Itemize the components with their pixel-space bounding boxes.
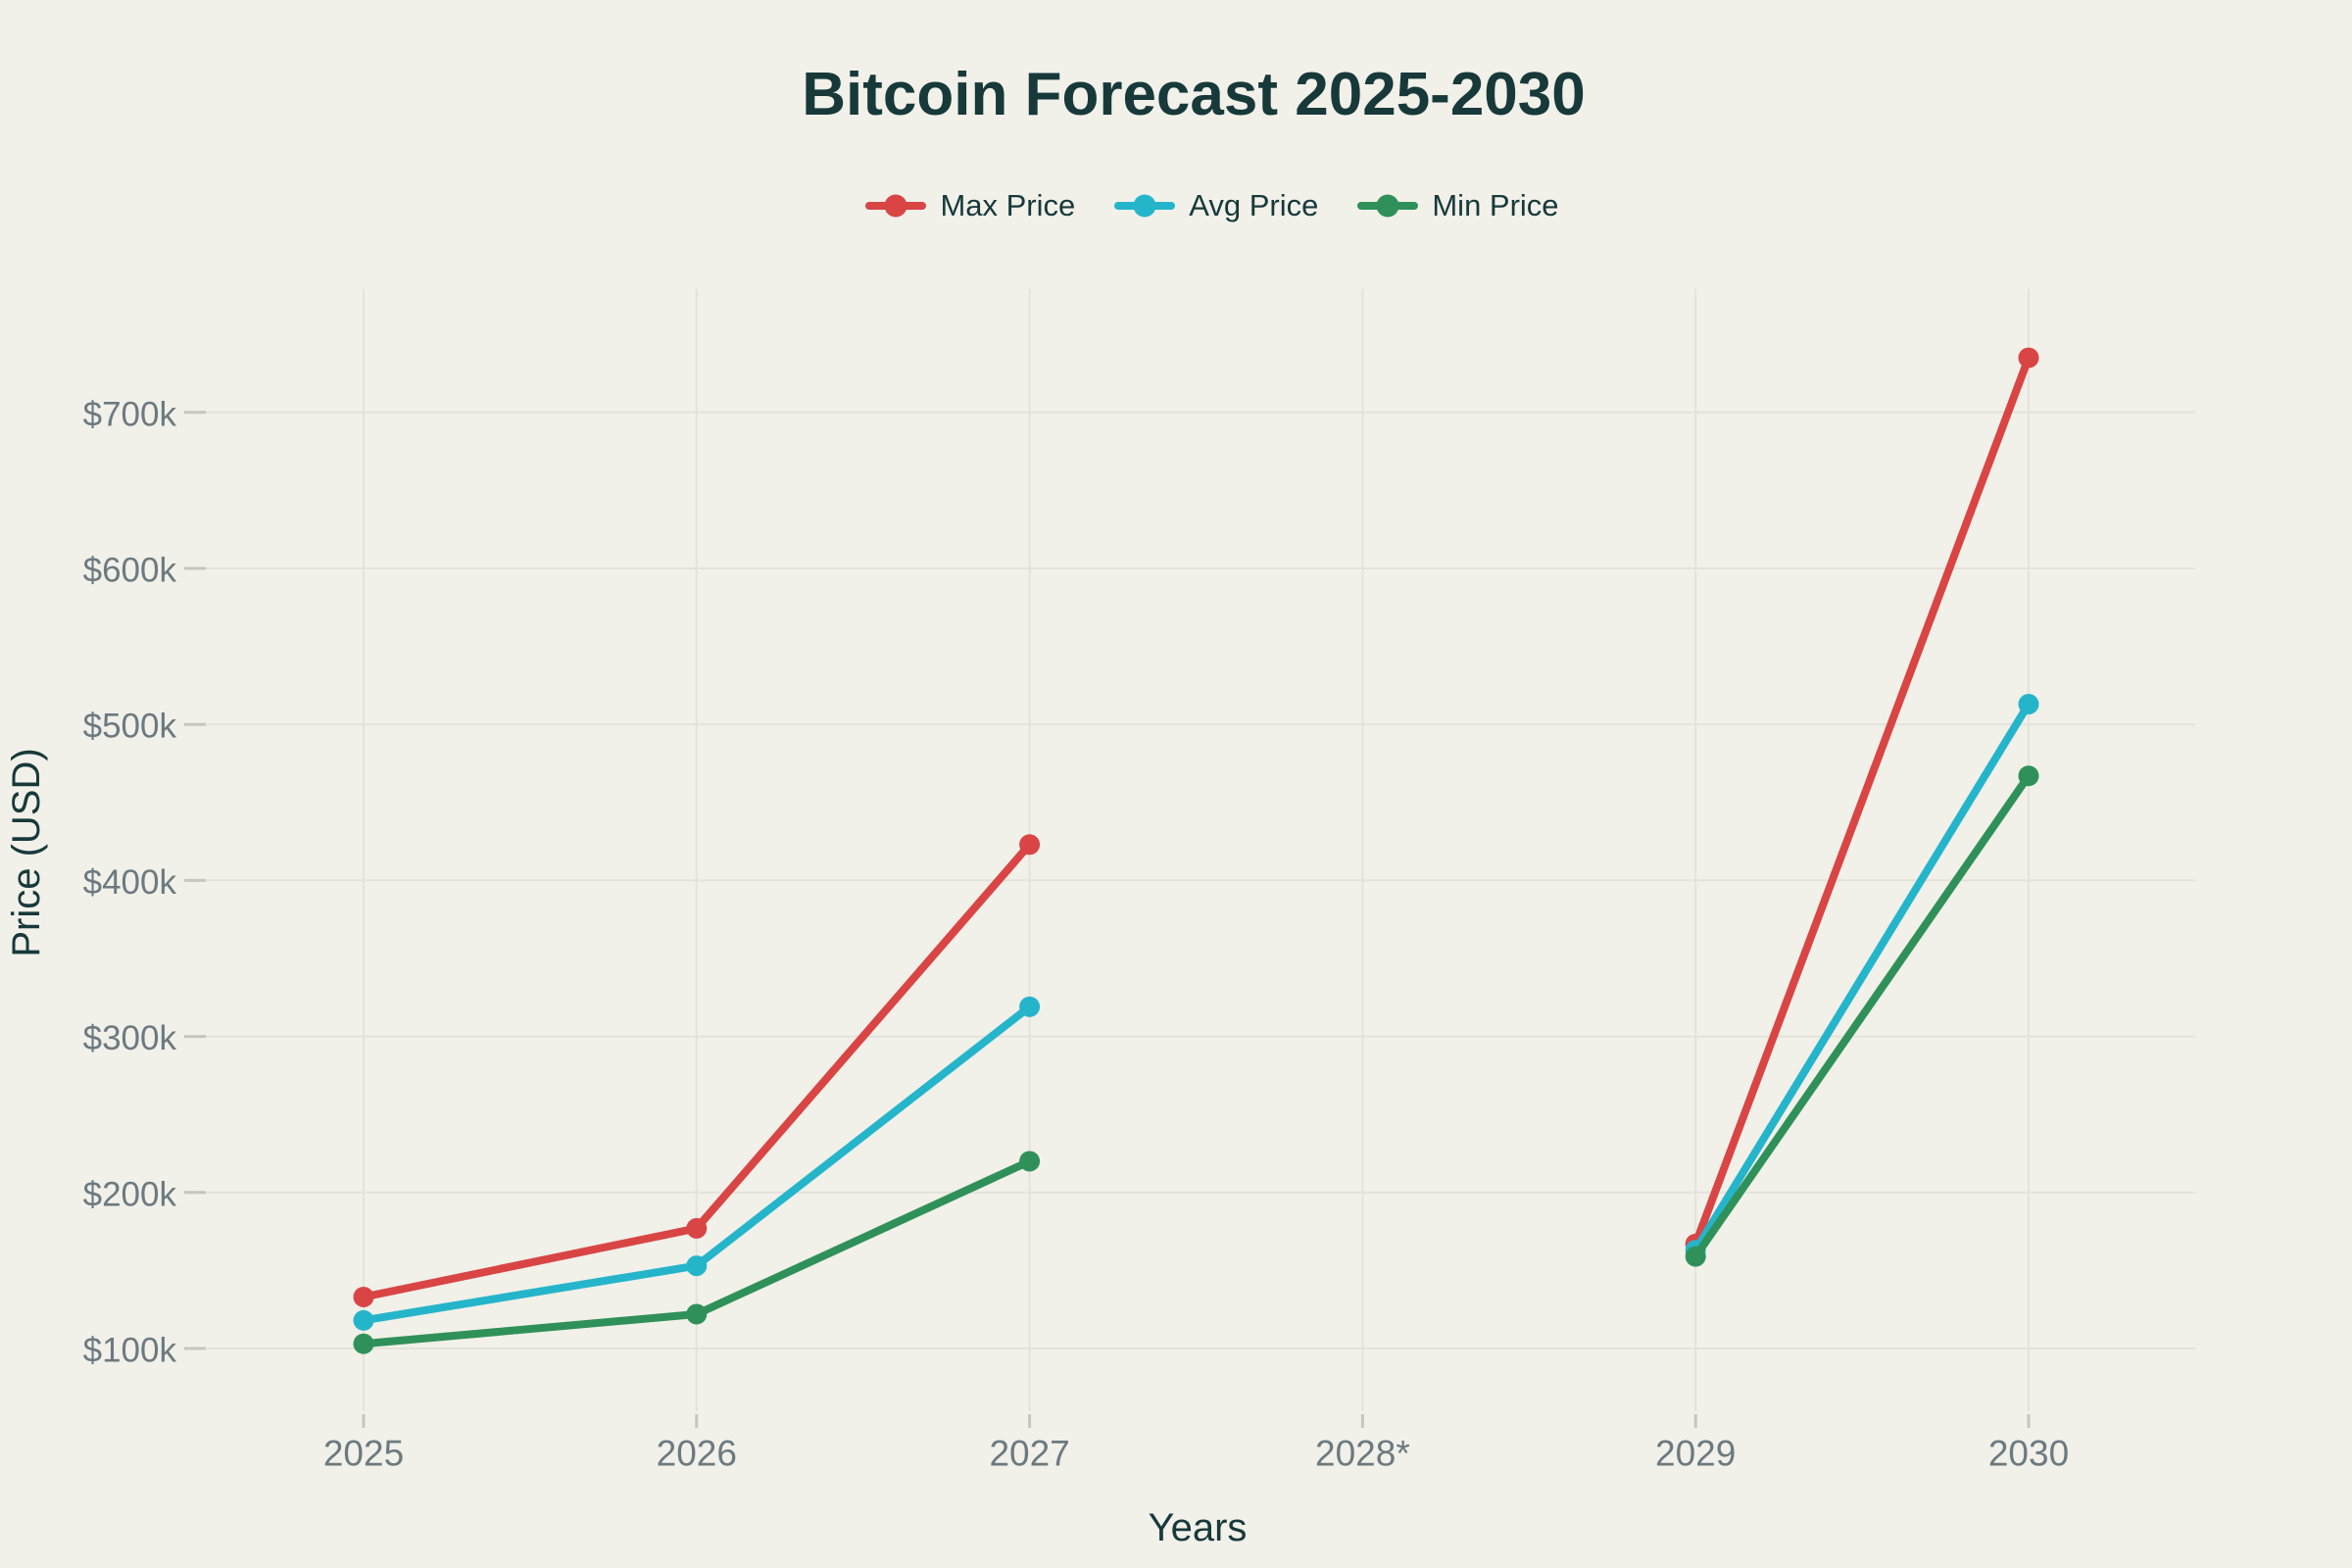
x-tick-label: 2029 xyxy=(1655,1434,1736,1474)
legend-label-avg-price: Avg Price xyxy=(1189,188,1319,222)
gridlines xyxy=(184,289,2195,1428)
series-line-avg-price xyxy=(1691,700,2033,1254)
data-point-avg-price-2030[interactable] xyxy=(2018,694,2039,715)
x-tick-label: 2030 xyxy=(1988,1434,2069,1474)
series-line-min-price xyxy=(1691,771,2033,1261)
y-tick-label: $200k xyxy=(83,1175,177,1213)
x-tick-label: 2025 xyxy=(323,1434,404,1474)
data-point-max-price-2030[interactable] xyxy=(2018,347,2039,368)
x-tick-label: 2026 xyxy=(657,1434,737,1474)
x-tick-label: 2027 xyxy=(989,1434,1069,1474)
axis-tick-labels: $100k $200k $300k $400k $500k $600k $700k 2025 2… xyxy=(83,395,2070,1473)
legend-line-dot-icon xyxy=(1357,194,1419,218)
series-line-max-price xyxy=(1691,354,2033,1249)
y-tick-label: $100k xyxy=(83,1332,177,1370)
data-point-max-price-2025[interactable] xyxy=(353,1286,374,1307)
series-group xyxy=(353,347,2039,1354)
y-tick-label: $600k xyxy=(83,552,177,590)
data-point-min-price-2029[interactable] xyxy=(1685,1246,1706,1267)
data-point-avg-price-2026[interactable] xyxy=(686,1255,708,1277)
chart-title: Bitcoin Forecast 2025-2030 xyxy=(802,61,1586,128)
y-tick-label: $700k xyxy=(83,395,177,433)
y-tick-label: $400k xyxy=(83,863,177,902)
y-tick-label: $500k xyxy=(83,708,177,746)
legend-line-dot-icon xyxy=(1114,194,1176,218)
data-point-min-price-2027[interactable] xyxy=(1019,1151,1041,1172)
data-point-avg-price-2025[interactable] xyxy=(353,1309,374,1331)
legend-item-min-price[interactable]: Min Price xyxy=(1357,188,1559,223)
data-point-avg-price-2027[interactable] xyxy=(1019,996,1041,1017)
y-axis-title: Price (USD) xyxy=(5,748,48,956)
y-tick-label: $300k xyxy=(83,1019,177,1057)
data-point-min-price-2030[interactable] xyxy=(2018,765,2039,787)
data-point-min-price-2025[interactable] xyxy=(353,1333,374,1354)
legend-line-dot-icon xyxy=(865,194,927,218)
data-point-min-price-2026[interactable] xyxy=(686,1303,708,1325)
data-point-max-price-2026[interactable] xyxy=(686,1217,708,1239)
legend-item-max-price[interactable]: Max Price xyxy=(865,188,1075,223)
legend-label-min-price: Min Price xyxy=(1432,188,1559,222)
legend-label-max-price: Max Price xyxy=(940,188,1076,222)
legend-item-avg-price[interactable]: Avg Price xyxy=(1114,188,1318,223)
data-point-max-price-2027[interactable] xyxy=(1019,834,1041,856)
x-axis-title: Years xyxy=(1149,1506,1248,1549)
legend: Max Price Avg Price Min Price xyxy=(36,188,2352,223)
x-tick-label: 2028* xyxy=(1315,1434,1410,1474)
